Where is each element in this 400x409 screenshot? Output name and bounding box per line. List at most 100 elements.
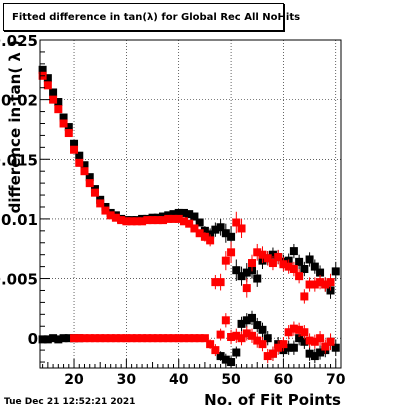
data-point [253, 336, 262, 345]
data-point [122, 334, 131, 343]
x-tick-label: 30 [117, 372, 137, 388]
data-point [122, 217, 131, 226]
chart-title-box: Fitted difference in tan(λ) for Global R… [3, 3, 300, 31]
data-point [106, 211, 115, 220]
data-point [216, 352, 225, 361]
data-markers [38, 65, 340, 368]
grid-lines [40, 39, 341, 368]
data-point [263, 254, 272, 263]
data-point [232, 266, 241, 275]
data-point [80, 334, 89, 343]
data-point [237, 334, 246, 343]
data-point [310, 337, 319, 346]
data-point [310, 262, 319, 271]
data-point [90, 334, 99, 343]
data-point [295, 272, 304, 281]
data-point [258, 340, 267, 349]
x-tick-label: 60 [274, 372, 294, 388]
data-point [96, 199, 105, 208]
data-point [38, 335, 47, 344]
data-point [242, 329, 251, 338]
data-point [227, 332, 236, 341]
data-point [64, 123, 73, 132]
data-point [190, 224, 199, 233]
data-point [211, 225, 220, 234]
data-point [242, 316, 251, 325]
data-point [138, 334, 147, 343]
data-point [232, 348, 241, 357]
data-point [80, 167, 89, 176]
data-point [138, 217, 147, 226]
data-point [54, 335, 63, 344]
data-point [216, 330, 225, 339]
data-point [331, 267, 340, 276]
data-point [316, 334, 325, 343]
data-point [169, 334, 178, 343]
data-point [148, 216, 157, 225]
y-tick-label: 0.02 [1, 92, 38, 110]
data-point [316, 268, 325, 277]
data-point [148, 334, 157, 343]
data-point [200, 226, 209, 235]
data-point [111, 334, 120, 343]
data-point [232, 331, 241, 340]
data-point [284, 262, 293, 271]
data-point [263, 352, 272, 361]
data-point [59, 334, 68, 343]
data-point [143, 334, 152, 343]
data-point [295, 334, 304, 343]
data-point [70, 139, 79, 148]
data-point [75, 151, 84, 160]
data-point [54, 98, 63, 107]
data-point [316, 278, 325, 287]
data-point [211, 346, 220, 355]
x-tick-label: 50 [221, 372, 241, 388]
data-point [43, 74, 52, 83]
data-point [179, 217, 188, 226]
data-point [64, 334, 73, 343]
data-point [227, 248, 236, 257]
data-point [284, 328, 293, 337]
x-axis-title: No. of Fit Points [204, 391, 341, 409]
data-point [85, 179, 94, 188]
data-point [248, 259, 257, 268]
y-tick-label: 0.025 [0, 32, 38, 50]
data-point [59, 119, 68, 128]
data-point [310, 280, 319, 289]
data-point [185, 219, 194, 228]
data-point [253, 248, 262, 257]
data-point [117, 334, 126, 343]
data-point [274, 343, 283, 352]
data-point [221, 229, 230, 238]
data-point [300, 265, 309, 274]
data-point [132, 334, 141, 343]
data-point [206, 340, 215, 349]
data-point [185, 210, 194, 219]
data-point [64, 129, 73, 138]
data-point [179, 334, 188, 343]
data-point [289, 324, 298, 333]
data-point [179, 208, 188, 217]
data-point [164, 214, 173, 223]
x-tick-label: 40 [169, 372, 189, 388]
data-point [310, 352, 319, 361]
data-point [59, 113, 68, 122]
data-point [169, 214, 178, 223]
data-point [211, 278, 220, 287]
data-point [106, 334, 115, 343]
data-point [242, 284, 251, 293]
data-point [237, 319, 246, 328]
data-point [49, 334, 58, 343]
data-point [75, 334, 84, 343]
data-point [258, 325, 267, 334]
data-point [153, 334, 162, 343]
data-point [326, 337, 335, 346]
y-tick-label: 0.005 [0, 271, 38, 289]
data-point [268, 349, 277, 358]
timestamp-label: Tue Dec 21 12:52:21 2021 [4, 397, 136, 407]
data-point [263, 334, 272, 343]
data-point [253, 321, 262, 330]
plot-frame [39, 39, 342, 369]
data-point [326, 278, 335, 287]
data-point [101, 206, 110, 215]
